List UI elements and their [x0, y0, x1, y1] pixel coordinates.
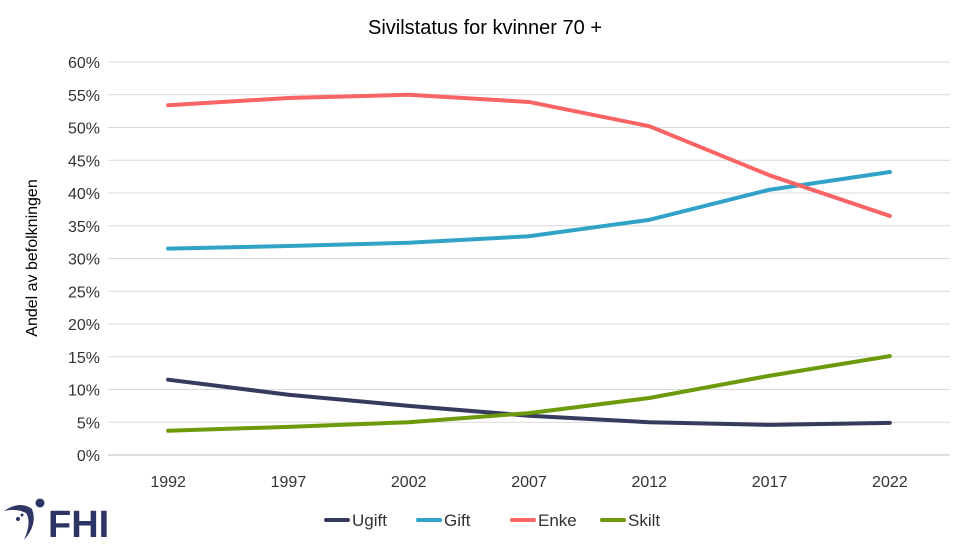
legend-label-gift: Gift — [444, 511, 471, 530]
series-line-enke — [166, 92, 892, 218]
legend-label-ugift: Ugift — [352, 511, 387, 530]
y-tick-label: 35% — [68, 219, 100, 236]
x-tick-label: 2022 — [872, 474, 908, 491]
fhi-logo: FHI — [4, 498, 109, 544]
y-tick-label: 60% — [68, 55, 100, 72]
y-tick-label: 20% — [68, 317, 100, 334]
y-tick-label: 45% — [68, 153, 100, 170]
y-tick-label: 50% — [68, 121, 100, 138]
y-axis-label: Andel av befolkningen — [24, 179, 41, 336]
x-tick-label: 2002 — [391, 474, 427, 491]
y-tick-label: 15% — [68, 350, 100, 367]
y-tick-label: 0% — [77, 448, 100, 465]
svg-text:FHI: FHI — [48, 504, 109, 544]
series-line-ugift — [166, 377, 892, 427]
y-tick-label: 10% — [68, 383, 100, 400]
chart-title: Sivilstatus for kvinner 70 + — [368, 17, 602, 39]
y-tick-label: 30% — [68, 252, 100, 269]
legend-label-enke: Enke — [538, 511, 577, 530]
y-tick-label: 55% — [68, 88, 100, 105]
x-tick-label: 2017 — [752, 474, 788, 491]
x-tick-label: 1997 — [271, 474, 307, 491]
y-tick-label: 5% — [77, 415, 100, 432]
x-tick-label: 2012 — [631, 474, 667, 491]
x-tick-label: 2007 — [511, 474, 547, 491]
series-line-gift — [166, 170, 892, 251]
y-tick-label: 25% — [68, 284, 100, 301]
x-tick-label: 1992 — [150, 474, 186, 491]
y-tick-label: 40% — [68, 186, 100, 203]
legend-label-skilt: Skilt — [628, 511, 660, 530]
